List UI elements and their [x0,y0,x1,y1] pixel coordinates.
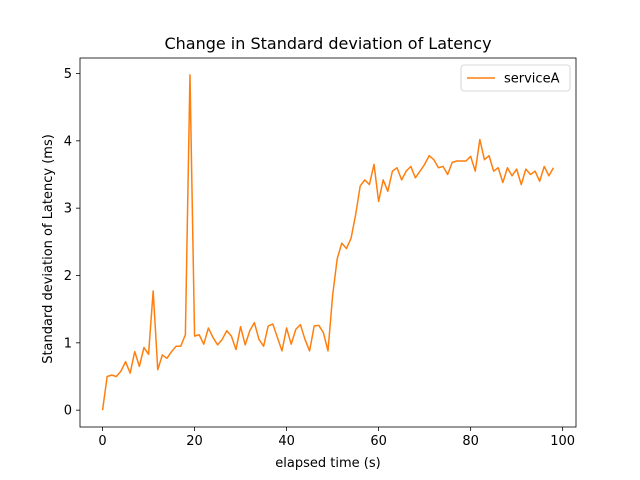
axes-frame [79,57,577,428]
y-tick-label-4: 4 [64,134,72,149]
x-tick-label-20: 20 [186,434,203,449]
y-tick-label-0: 0 [64,404,72,419]
y-tick-label-3: 3 [64,202,72,217]
x-tick-label-60: 60 [370,434,387,449]
y-tick-label-2: 2 [64,269,72,284]
y-axis-label: Standard deviation of Latency (ms) [41,134,56,364]
x-axis-label: elapsed time (s) [275,456,380,471]
legend-box [460,64,571,92]
x-tick-label-80: 80 [462,434,479,449]
legend-label-0: serviceA [504,72,560,87]
chart-title: Change in Standard deviation of Latency [164,34,491,53]
x-tick-label-40: 40 [278,434,295,449]
x-tick-label-0: 0 [98,434,106,449]
y-tick-label-1: 1 [64,336,72,351]
x-tick-label-100: 100 [550,434,575,449]
y-tick-label-5: 5 [64,67,72,82]
series-line-0 [101,74,555,411]
plot-area: 0 20 40 60 80 100 0 1 2 3 4 5 serviceA [64,57,577,449]
